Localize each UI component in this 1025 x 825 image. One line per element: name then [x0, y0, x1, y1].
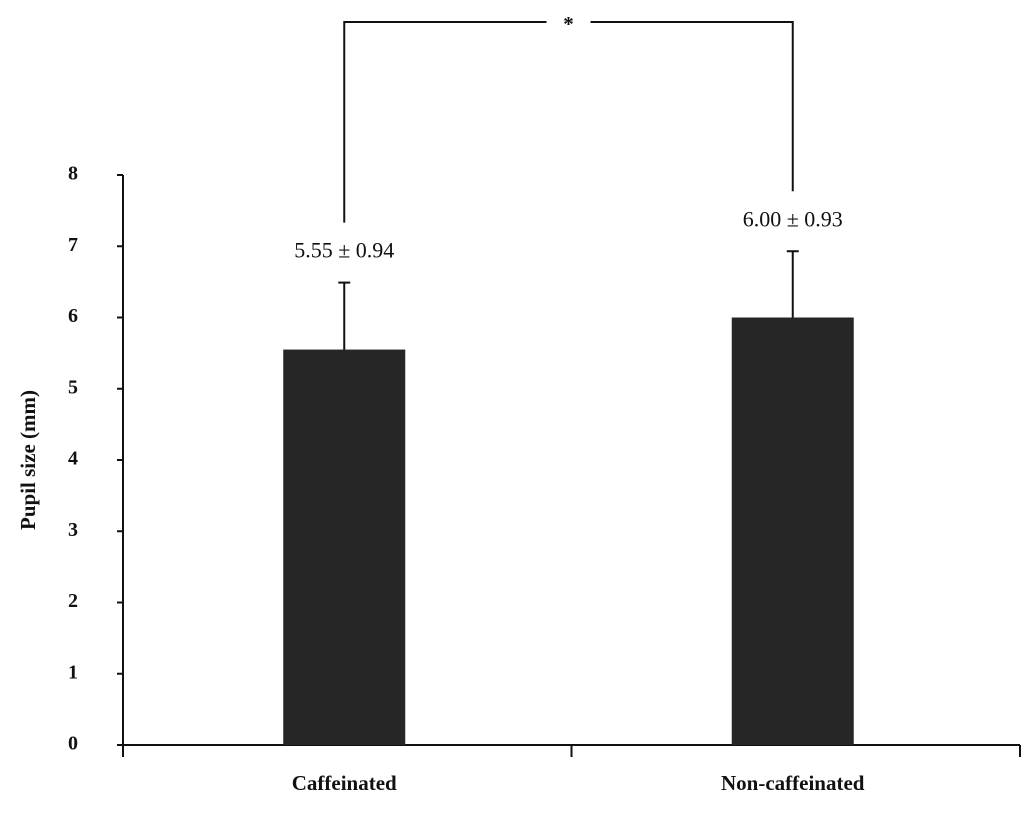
bar: [283, 350, 405, 745]
error-bar: [787, 251, 799, 317]
y-tick-label: 3: [68, 519, 78, 541]
y-tick-label: 7: [68, 234, 78, 256]
y-tick-label: 4: [68, 448, 78, 470]
x-tick-label: Caffeinated: [292, 771, 397, 795]
significance-marker: *: [563, 12, 574, 36]
significance-bracket: [344, 22, 793, 223]
y-axis-label: Pupil size (mm): [16, 390, 40, 530]
x-tick-label: Non-caffeinated: [721, 771, 865, 795]
chart: Pupil size (mm) 0 1 2 3 4 5 6 7 8 Caffeinated 5.55…: [0, 0, 1025, 825]
y-tick-label: 1: [68, 661, 78, 683]
y-tick-label: 0: [68, 733, 78, 755]
error-bar: [338, 283, 350, 350]
y-tick-label: 8: [68, 163, 78, 185]
bar: [732, 318, 854, 746]
value-label: 6.00 ± 0.93: [743, 206, 843, 231]
y-tick-label: 2: [68, 590, 78, 612]
y-tick-label: 5: [68, 376, 78, 398]
y-tick-label: 6: [68, 305, 78, 327]
value-label: 5.55 ± 0.94: [294, 238, 394, 263]
